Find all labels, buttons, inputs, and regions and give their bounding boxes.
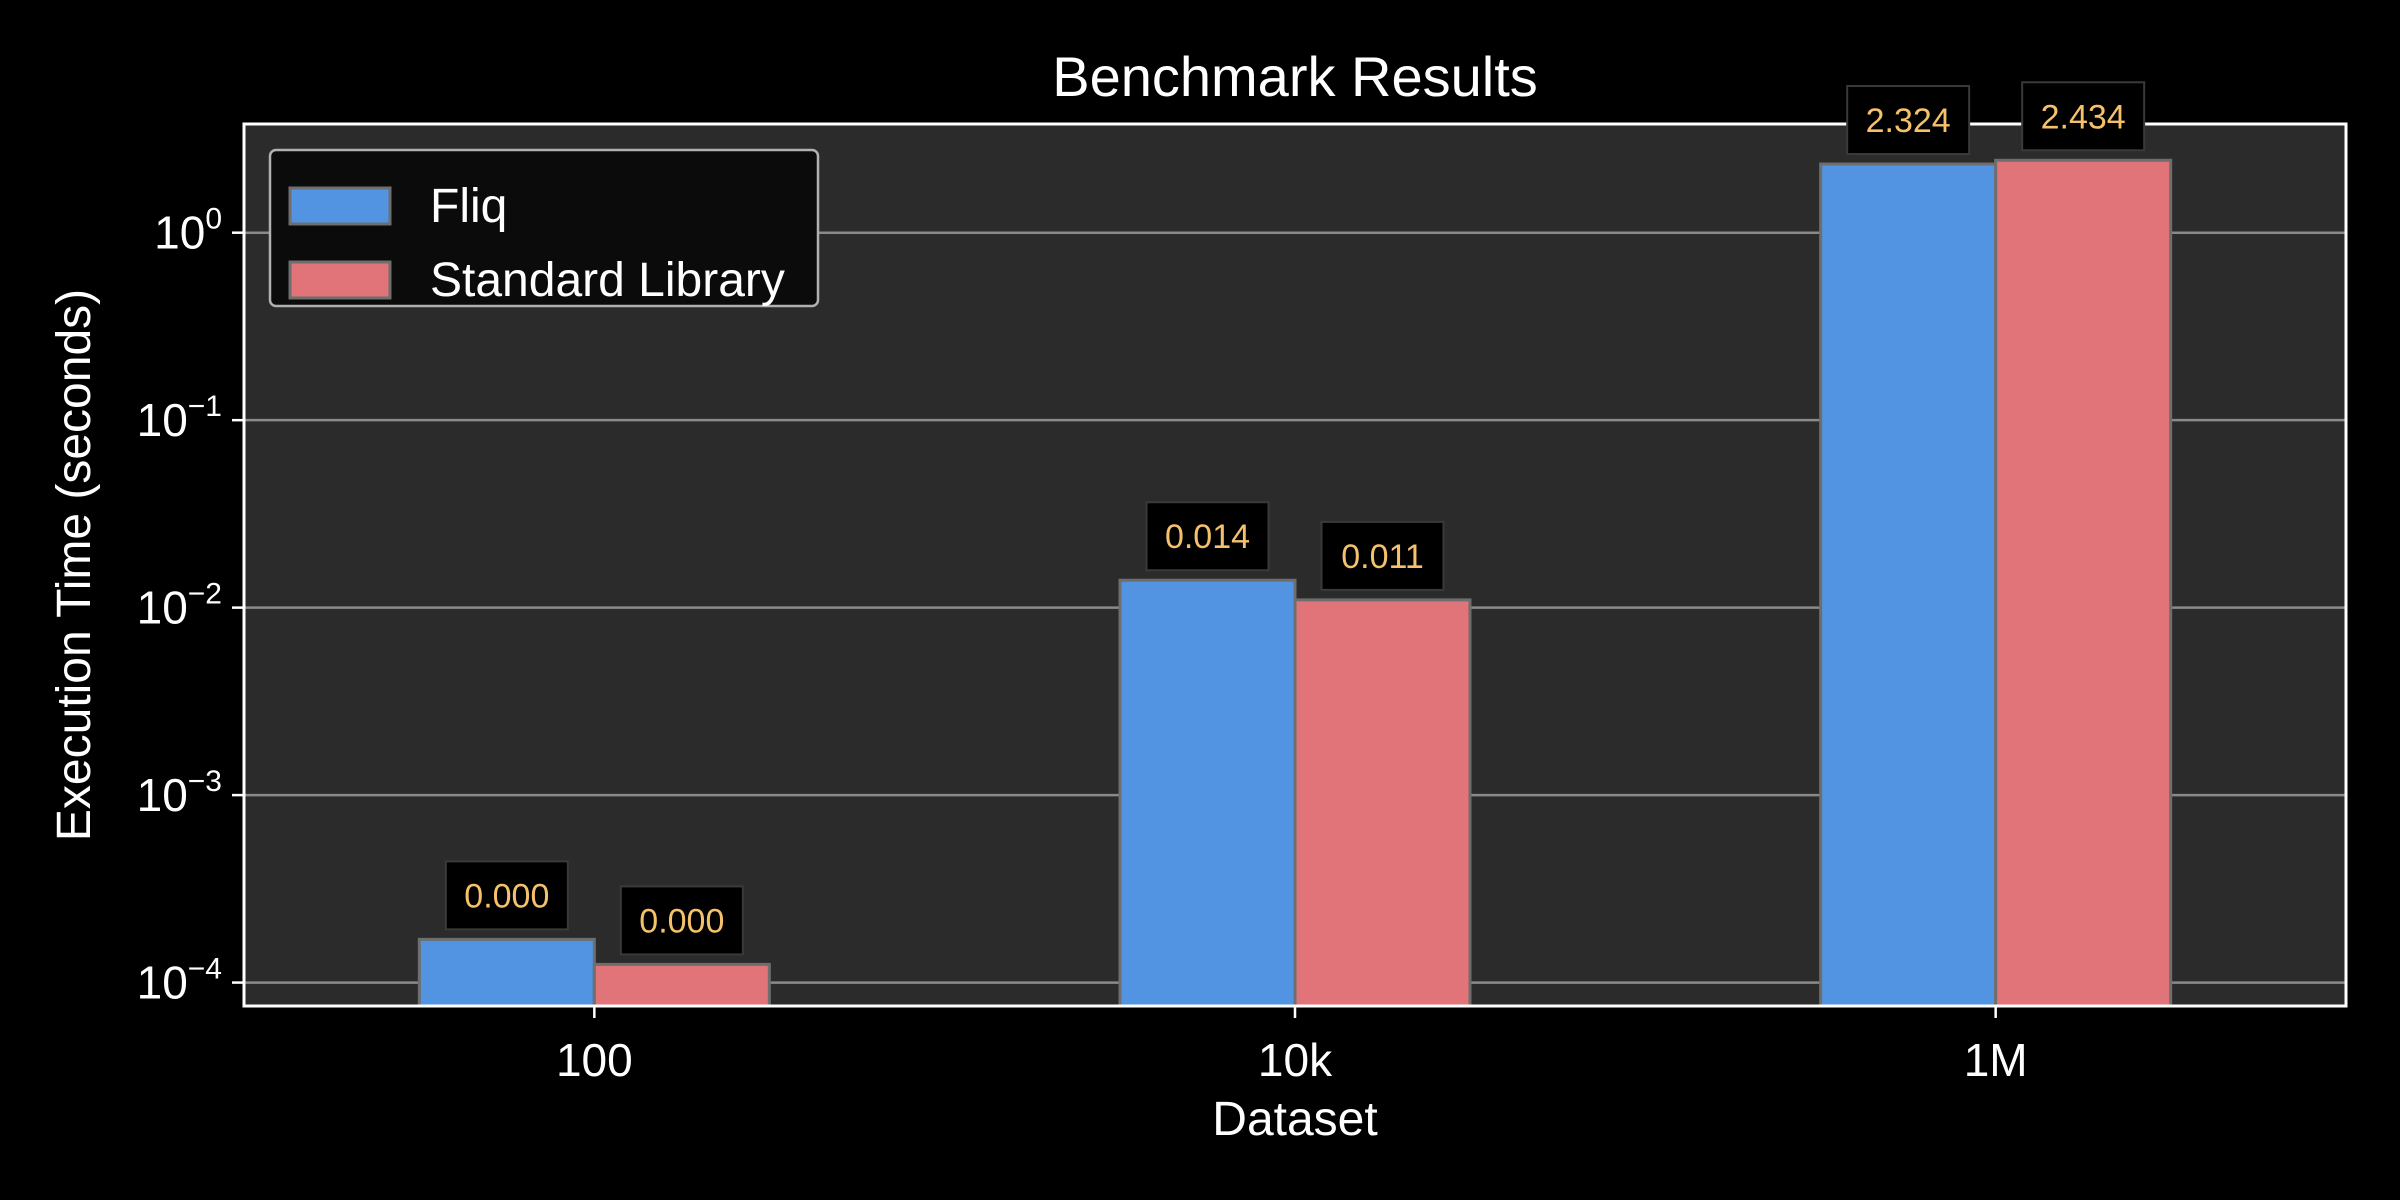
bars xyxy=(417,158,2173,1008)
data-label-box xyxy=(619,885,744,956)
data-label-box xyxy=(1145,501,1270,572)
y-axis-ticks: 10−4 10−3 10−2 10−1 100 xyxy=(137,203,244,1009)
bar-standard-library xyxy=(1293,598,1472,1008)
y-tick-label: 10−3 xyxy=(137,765,222,821)
x-axis-ticks: 100 10k 1M xyxy=(556,1006,2028,1086)
legend-box xyxy=(268,148,820,308)
x-tick-label: 1M xyxy=(1964,1034,2028,1086)
bar-standard-library xyxy=(592,962,771,1008)
bar-fliq xyxy=(1819,162,1998,1008)
y-axis-label: Execution Time (seconds) xyxy=(48,289,101,841)
y-tick-label: 100 xyxy=(154,203,222,259)
bar-standard-library xyxy=(1994,158,2173,1008)
legend: Fliq Standard Library xyxy=(268,148,820,308)
data-label-box xyxy=(1846,85,1971,156)
data-label-box xyxy=(1320,520,1445,591)
x-tick-label: 100 xyxy=(556,1034,633,1086)
legend-label: Standard Library xyxy=(430,254,785,307)
bar-fliq xyxy=(417,937,596,1008)
data-label: 0.000 xyxy=(464,877,549,915)
data-label-box xyxy=(2021,81,2146,152)
data-label: 0.011 xyxy=(1341,538,1424,576)
data-labels: 0.000 0.000 0.014 0.011 2.324 2.434 xyxy=(444,81,2146,956)
x-axis-label: Dataset xyxy=(1212,1093,1377,1146)
legend-swatch xyxy=(288,186,392,226)
data-label: 0.000 xyxy=(639,902,724,940)
x-tick-label: 10k xyxy=(1258,1034,1333,1086)
y-tick-label: 10−4 xyxy=(137,953,222,1009)
data-label: 2.434 xyxy=(2041,98,2126,136)
data-label: 0.014 xyxy=(1165,518,1250,556)
bar-fliq xyxy=(1118,578,1297,1008)
y-tick-label: 10−2 xyxy=(137,578,222,634)
legend-label: Fliq xyxy=(430,180,507,233)
data-label-box xyxy=(444,860,569,931)
chart-title: Benchmark Results xyxy=(1052,45,1538,108)
data-label: 2.324 xyxy=(1866,102,1951,140)
legend-swatch xyxy=(288,260,392,300)
y-tick-label: 10−1 xyxy=(137,390,222,446)
